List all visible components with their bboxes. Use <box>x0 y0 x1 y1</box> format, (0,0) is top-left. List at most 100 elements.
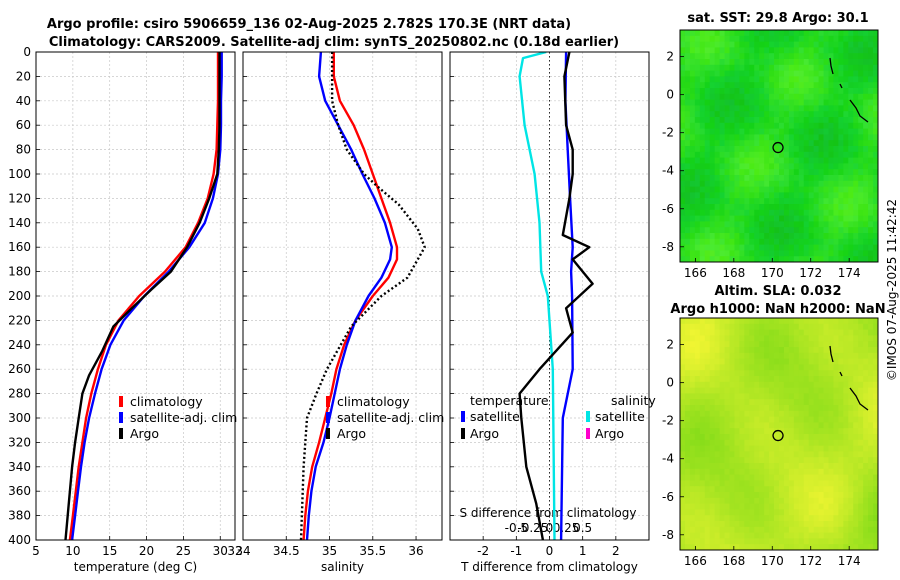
sst_map-cell <box>808 134 815 141</box>
sla_map-cell <box>704 387 711 394</box>
sst_map-cell <box>798 93 805 100</box>
sst_map-cell <box>749 76 755 83</box>
sst_map-cell <box>843 88 849 95</box>
sst_map-cell <box>699 186 706 193</box>
sla_map-cell <box>699 538 706 545</box>
sla_map-cell <box>759 521 765 528</box>
sla_map-cell <box>788 521 795 528</box>
sla_map-cell <box>848 544 854 551</box>
sla_map-cell <box>684 509 691 516</box>
sla_map-cell <box>853 474 859 481</box>
sla_map-cell <box>719 521 725 528</box>
sst_map-cell <box>779 82 785 89</box>
temperature-legend-label: Argo <box>130 426 159 441</box>
sla_map-cell <box>704 538 711 545</box>
sst_map-cell <box>808 192 815 199</box>
sla_map-cell <box>759 445 765 452</box>
sst_map-cell <box>808 117 815 124</box>
sst_map-cell <box>719 140 725 147</box>
sst_map-cell <box>853 256 859 263</box>
sla_map-cell <box>754 416 760 423</box>
sst_map-cell <box>863 238 869 245</box>
sla_map-cell <box>843 347 849 354</box>
sst_map-cell <box>734 146 740 153</box>
sst_map-cell <box>788 30 795 37</box>
sst_map-cell <box>833 221 839 228</box>
sst_map-cell <box>714 41 720 48</box>
sla_map-cell <box>853 341 859 348</box>
sla_map-cell <box>689 532 696 539</box>
sst_map-cell <box>843 35 849 42</box>
sst_map-cell <box>868 244 874 251</box>
sla_map-cell <box>863 445 869 452</box>
sst_map-cell <box>803 82 810 89</box>
sla_map-cell <box>848 457 854 464</box>
sla_map-cell <box>769 468 775 475</box>
sst_map-cell <box>779 93 785 100</box>
sst_map-cell <box>823 99 829 106</box>
sst_map-cell <box>828 93 834 100</box>
sla_map-cell <box>769 352 775 359</box>
sst_map-cell <box>808 82 815 89</box>
sst_map-cell <box>684 221 691 228</box>
sst_map-cell <box>764 88 770 95</box>
sst_map-cell <box>858 99 864 106</box>
sst_map-cell <box>868 122 874 129</box>
sla_map-cell <box>739 509 745 516</box>
sst_map-cell <box>863 146 869 153</box>
sla_map-cell <box>798 451 805 458</box>
sst_map-cell <box>843 99 849 106</box>
sst_map-cell <box>848 64 854 71</box>
sst_map-cell <box>769 53 775 60</box>
sla_map-cell <box>764 405 770 412</box>
sst_map-cell <box>863 198 869 205</box>
sst_map-cell <box>833 82 839 89</box>
sla_map-cell <box>783 387 790 394</box>
temperature-series-argo <box>64 52 221 540</box>
sla_map-cell <box>709 416 716 423</box>
sst_map-cell <box>873 41 879 48</box>
sst_map-cell <box>793 157 800 164</box>
sst_map-cell <box>724 88 730 95</box>
sla_map-cell <box>764 526 770 533</box>
sst_map-cell <box>680 198 686 205</box>
sla_map-cell <box>863 468 869 475</box>
sla_map-cell <box>783 474 790 481</box>
sla_map-cell <box>764 358 770 365</box>
sla_map-cell <box>783 434 790 441</box>
sst_map-cell <box>823 134 829 141</box>
sst_map-cell <box>774 30 780 37</box>
sst_map-cell <box>853 244 859 251</box>
sst_map-cell <box>734 128 740 135</box>
sst_map-cell <box>813 122 819 129</box>
sla_map-cell <box>714 422 720 429</box>
sla_map-cell <box>833 526 839 533</box>
sst_map-cell <box>754 53 760 60</box>
sla_map-cell <box>798 393 805 400</box>
sst_map-cell <box>689 227 696 234</box>
sst_map-cell <box>734 221 740 228</box>
sla_map-cell <box>779 521 785 528</box>
sla_map-cell <box>744 445 750 452</box>
sst_map-cell <box>699 99 706 106</box>
sst_map-cell <box>689 128 696 135</box>
sst_map-cell <box>689 238 696 245</box>
sst_map-cell <box>754 134 760 141</box>
sla_map-cell <box>729 526 735 533</box>
sst_map-cell <box>853 134 859 141</box>
sst_map-cell <box>719 76 725 83</box>
sst_map-cell <box>699 35 706 42</box>
sst_map-cell <box>734 238 740 245</box>
sst_map-cell <box>774 146 780 153</box>
sst_map-cell <box>729 151 735 158</box>
sla_map-cell <box>868 318 874 325</box>
sla_map-cell <box>803 463 810 470</box>
sla_map-cell <box>759 439 765 446</box>
sst_map-cell <box>803 233 810 240</box>
sst_map-cell <box>793 76 800 83</box>
sst_map-cell <box>774 215 780 222</box>
sla_map-cell <box>754 521 760 528</box>
sst_map-cell <box>818 186 824 193</box>
sst_map-cell <box>868 53 874 60</box>
sla_map-cell <box>798 381 805 388</box>
